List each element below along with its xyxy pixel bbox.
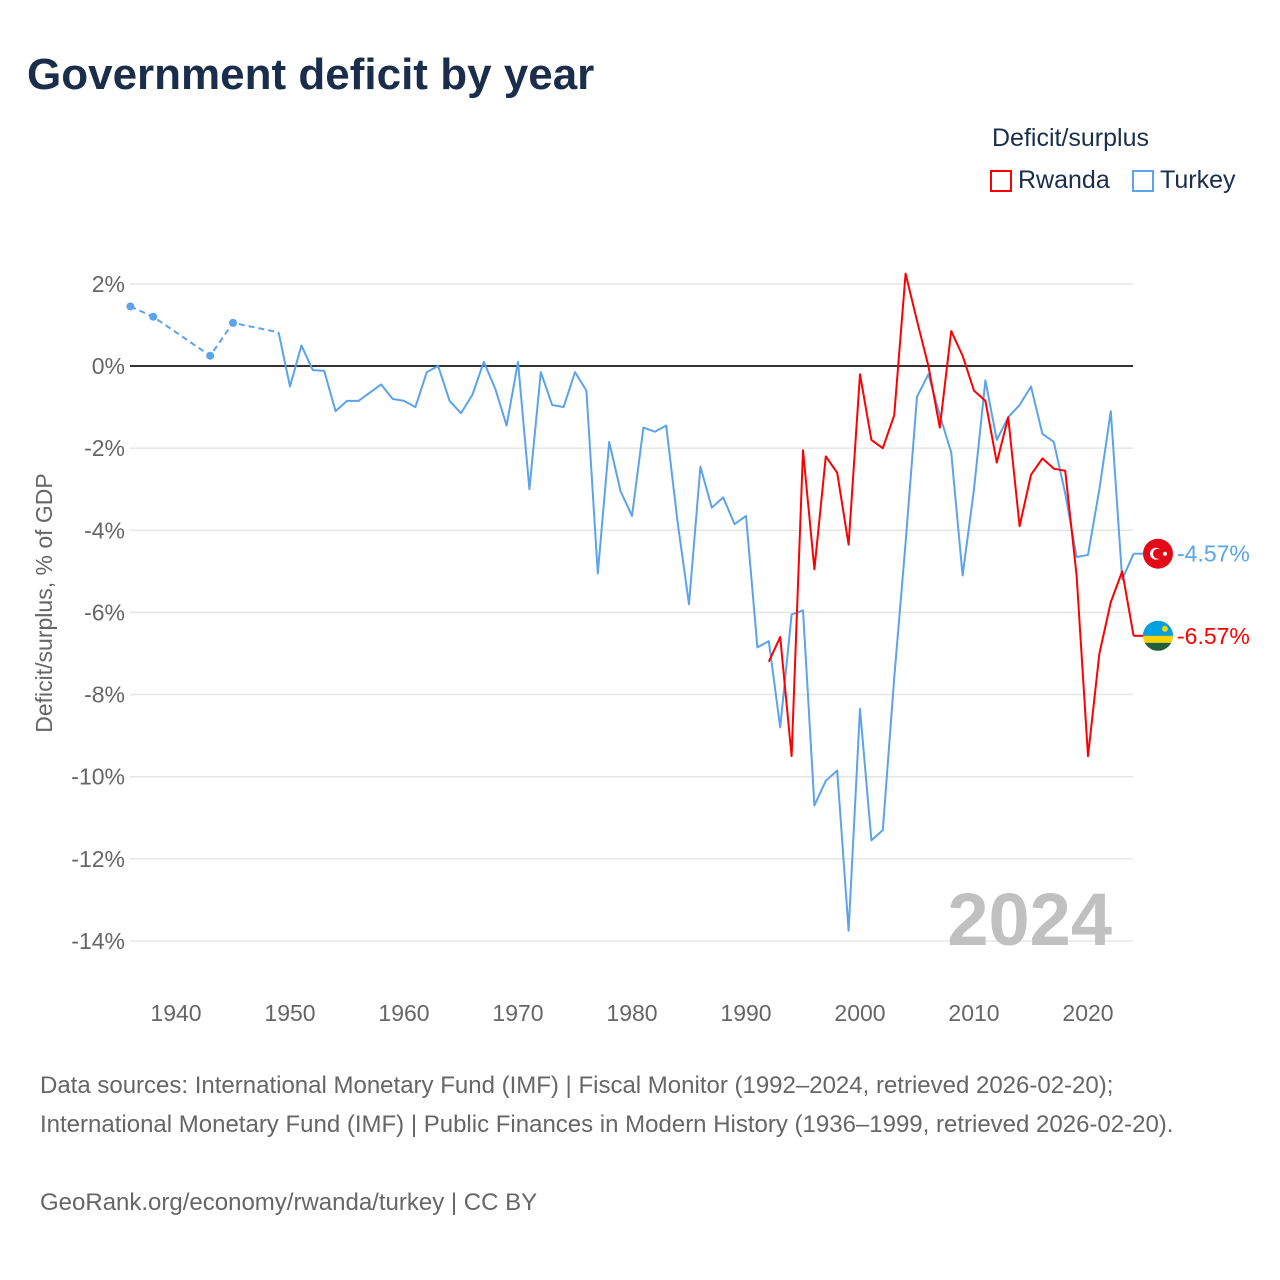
legend-label: Rwanda	[1018, 166, 1110, 194]
y-tick-label: -10%	[71, 764, 125, 790]
data-point	[149, 312, 158, 321]
series-line-rwanda	[767, 272, 1135, 758]
y-tick-label: -4%	[84, 517, 125, 543]
y-tick-label: -8%	[84, 682, 125, 708]
rwanda-flag-green-band	[1143, 642, 1173, 651]
turkey-flag-crescent-inner	[1153, 548, 1163, 559]
x-tick-label: 2000	[834, 1000, 885, 1026]
legend-title: Deficit/surplus	[992, 124, 1149, 152]
credit-link[interactable]: GeoRank.org/economy/rwanda/turkey | CC B…	[40, 1189, 538, 1216]
end-value-label: -4.57%	[1177, 541, 1250, 567]
data-point	[126, 302, 135, 311]
legend-item-rwanda[interactable]: Rwanda	[990, 166, 1110, 195]
year-watermark: 2024	[947, 878, 1112, 961]
y-axis-label: Deficit/surplus, % of GDP	[31, 473, 57, 732]
x-tick-label: 1950	[264, 1000, 315, 1026]
y-tick-label: -14%	[71, 928, 125, 954]
x-tick-label: 1990	[720, 1000, 771, 1026]
data-point	[229, 318, 237, 327]
data-sources: Data sources: International Monetary Fun…	[40, 1072, 1174, 1138]
legend-swatch-rwanda	[990, 169, 1012, 192]
end-value-label: -6.57%	[1177, 623, 1250, 649]
line-chart: 2% 0% -2% -4% -6% -8% -10% -12% -14% 1940 1950 1960…	[31, 271, 1250, 1026]
data-point	[206, 351, 215, 360]
legend-item-turkey[interactable]: Turkey	[1132, 166, 1235, 195]
y-tick-label: 0%	[92, 353, 125, 379]
turkey-flag-star	[1163, 551, 1167, 556]
x-tick-label: 1940	[150, 1000, 201, 1026]
x-tick-label: 1960	[378, 1000, 429, 1026]
rwanda-flag-blue	[1143, 620, 1173, 636]
x-tick-label: 1980	[606, 1000, 657, 1026]
legend-swatch-turkey	[1132, 169, 1154, 192]
y-tick-label: -12%	[71, 846, 125, 872]
y-tick-label: -2%	[84, 435, 125, 461]
series-line-turkey	[277, 332, 1135, 932]
chart-title: Government deficit by year	[27, 50, 595, 99]
rwanda-flag-yellow	[1143, 635, 1173, 643]
x-tick-label: 2010	[948, 1000, 999, 1026]
y-tick-label: 2%	[92, 271, 125, 297]
legend-label: Turkey	[1160, 166, 1236, 194]
y-tick-label: -6%	[84, 599, 125, 625]
x-tick-label: 1970	[492, 1000, 543, 1026]
rwanda-flag-sun	[1162, 625, 1168, 632]
x-tick-label: 2020	[1062, 1000, 1113, 1026]
